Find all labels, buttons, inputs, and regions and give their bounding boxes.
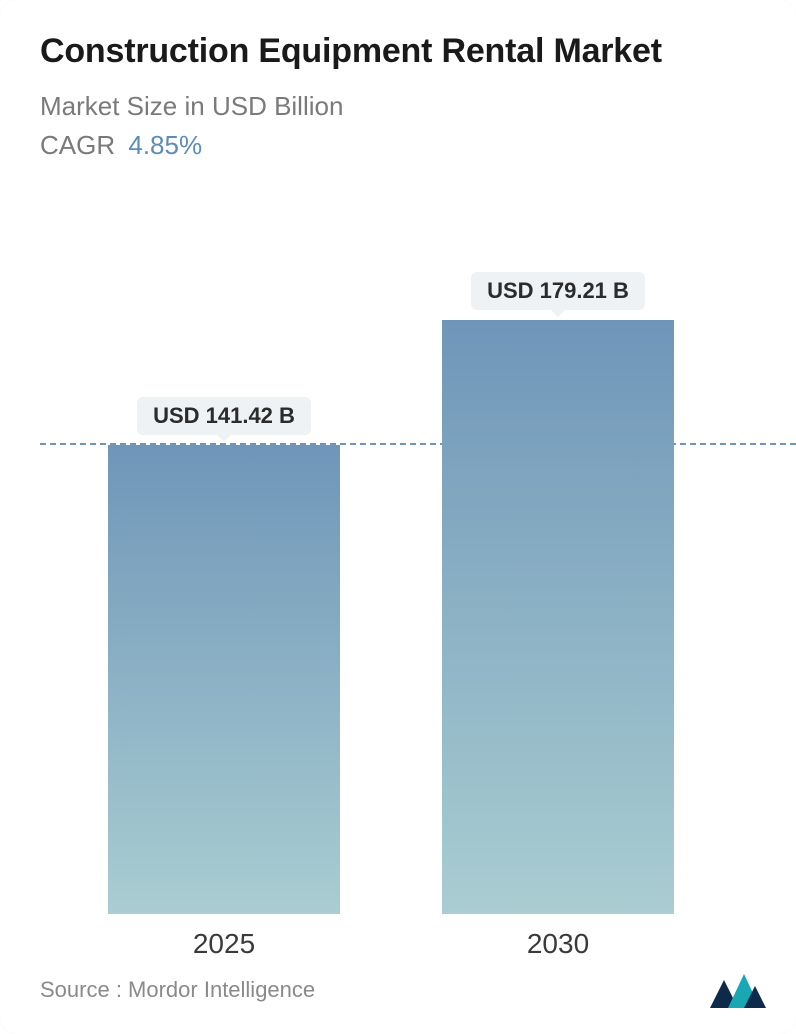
- bar-wrap-2030: USD 179.21 B: [442, 272, 674, 914]
- chart-title: Construction Equipment Rental Market: [40, 30, 756, 73]
- value-pill-2030: USD 179.21 B: [471, 272, 645, 310]
- bar-2025: [108, 445, 340, 914]
- x-axis-label-2030: 2030: [527, 928, 589, 960]
- header: Construction Equipment Rental Market Mar…: [0, 0, 796, 161]
- cagr-row: CAGR 4.85%: [40, 130, 756, 161]
- value-pill-2025: USD 141.42 B: [137, 397, 311, 435]
- source-text: Source : Mordor Intelligence: [40, 977, 315, 1003]
- brand-logo-icon: [710, 972, 766, 1008]
- bar-2030: [442, 320, 674, 914]
- chart-area: USD 141.42 B2025USD 179.21 B2030: [0, 260, 796, 914]
- cagr-label: CAGR: [40, 130, 115, 160]
- x-axis-label-2025: 2025: [193, 928, 255, 960]
- footer: Source : Mordor Intelligence: [40, 972, 766, 1008]
- bar-wrap-2025: USD 141.42 B: [108, 397, 340, 914]
- cagr-value: 4.85%: [128, 130, 202, 160]
- chart-subtitle: Market Size in USD Billion: [40, 91, 756, 122]
